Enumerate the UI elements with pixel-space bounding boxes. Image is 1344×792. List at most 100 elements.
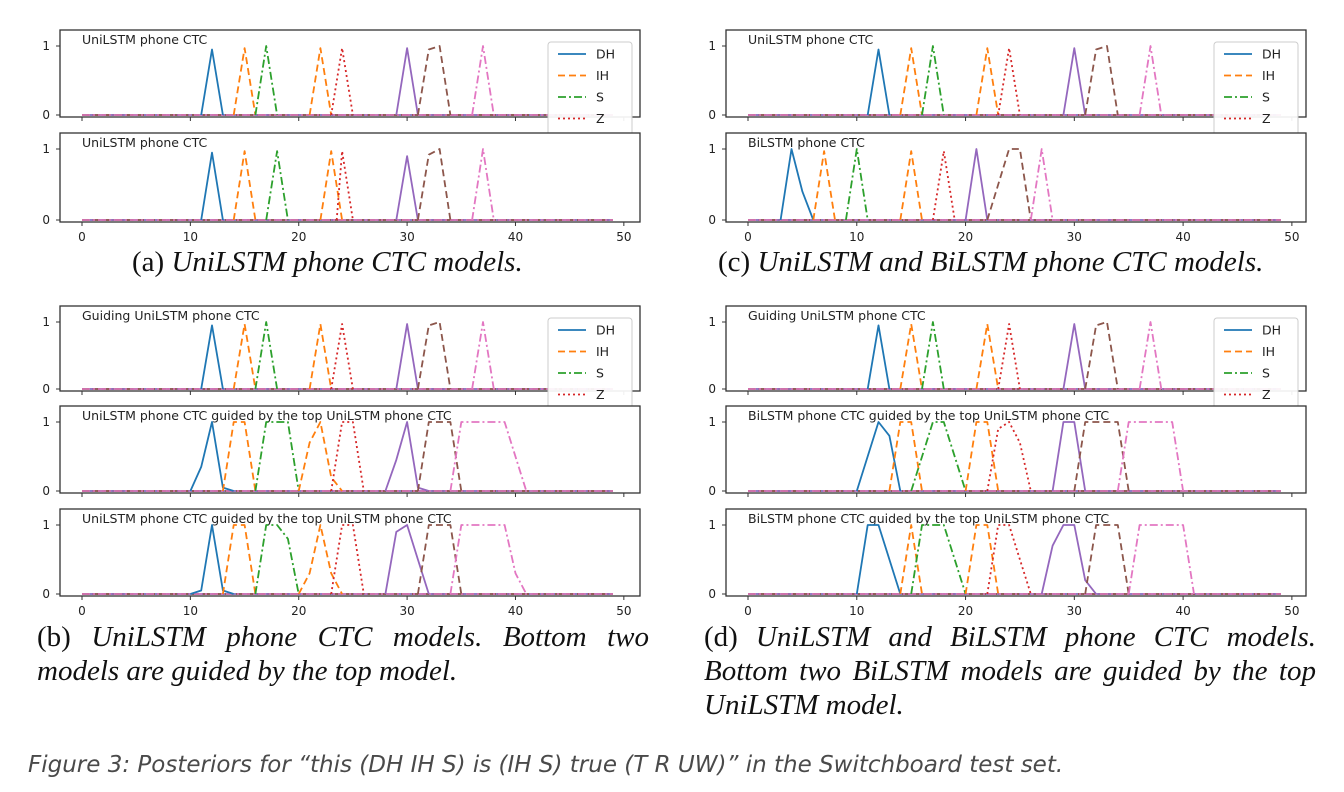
chart-title: Guiding UniLSTM phone CTC: [82, 308, 260, 323]
legend-label-z: Z: [596, 111, 605, 126]
series-line-s: [910, 421, 967, 492]
series-line-z: [330, 524, 365, 595]
chart-frame: [59, 305, 641, 392]
series-line-uw: [1127, 524, 1195, 595]
y-tick-label: 0: [42, 382, 50, 396]
legend-label-dh: DH: [1262, 47, 1281, 62]
subfigure-title-b: UniLSTM phone CTC models. Bottom two mod…: [37, 621, 649, 687]
y-tick-label: 0: [42, 213, 50, 227]
chart-title: BiLSTM phone CTC guided by the top UniLS…: [748, 511, 1109, 526]
x-tick-label: 50: [1284, 604, 1299, 618]
x-tick-label: 20: [958, 604, 973, 618]
chart-title: BiLSTM phone CTC guided by the top UniLS…: [748, 408, 1109, 423]
y-tick-label: 1: [42, 315, 50, 329]
y-tick-label: 1: [708, 415, 716, 429]
series-line-dh: [866, 48, 891, 116]
chart-title: UniLSTM phone CTC guided by the top UniL…: [82, 511, 452, 526]
series-line-dh: [189, 421, 234, 492]
x-tick-label: 0: [744, 604, 752, 618]
subfigure-label-c: (c): [718, 246, 751, 278]
subfigure-label-d: (d): [704, 621, 738, 653]
y-tick-label: 0: [708, 108, 716, 122]
legend-label-dh: DH: [1262, 323, 1281, 338]
series-line-s: [254, 421, 300, 492]
chart-panel-d-9: 0 1 BiLSTM phone CTC guided by the top Uni…: [708, 405, 1307, 498]
series-line-uw: [449, 524, 528, 595]
series-line-s: [265, 150, 289, 221]
series-line-r: [1084, 45, 1119, 116]
y-tick-label: 0: [708, 213, 716, 227]
series-line-ih: [888, 421, 923, 492]
chart-title: BiLSTM phone CTC: [748, 135, 865, 150]
series-line-t: [1062, 323, 1087, 390]
x-tick-label: 30: [1067, 604, 1082, 618]
x-tick-label: 40: [1175, 230, 1190, 244]
series-line-z: [932, 150, 956, 221]
series-line-uw: [471, 45, 495, 116]
subfigure-title-d: UniLSTM and BiLSTM phone CTC models. Bot…: [704, 621, 1316, 721]
x-tick-label: 0: [78, 230, 86, 244]
x-tick-label: 40: [1175, 604, 1190, 618]
x-tick-label: 40: [508, 230, 523, 244]
figure-caption: Figure 3: Posteriors for “this (DH IH S)…: [28, 752, 1064, 778]
x-tick-label: 20: [291, 230, 306, 244]
chart-title: UniLSTM phone CTC guided by the top UniL…: [82, 408, 452, 423]
series-line-uw: [449, 421, 528, 492]
y-tick-label: 0: [708, 484, 716, 498]
legend-label-z: Z: [1262, 387, 1271, 402]
series-line-t: [395, 47, 419, 116]
series-line-uw: [471, 148, 495, 221]
series-line-ih: [964, 421, 1000, 492]
subfigure-label-b: (b): [37, 621, 71, 653]
series-line-z: [986, 524, 1032, 595]
subfigure-label-a: (a): [132, 246, 165, 278]
series-line-ih: [232, 47, 257, 116]
y-tick-label: 1: [708, 39, 716, 53]
subfigure-caption-b: (b) UniLSTM phone CTC models. Bottom two…: [37, 620, 649, 688]
y-tick-label: 0: [708, 382, 716, 396]
subfigure-caption-d: (d) UniLSTM and BiLSTM phone CTC models.…: [704, 620, 1316, 722]
y-tick-label: 0: [708, 587, 716, 601]
x-tick-label: 40: [508, 604, 523, 618]
chart-frame: [725, 305, 1307, 392]
legend-label-s: S: [596, 366, 604, 381]
series-line-r: [417, 321, 452, 390]
legend-label-s: S: [1262, 90, 1270, 105]
series-line-ih: [899, 47, 923, 116]
chart-frame: [725, 508, 1307, 597]
x-tick-label: 20: [291, 604, 306, 618]
chart-title: UniLSTM phone CTC: [748, 32, 874, 47]
series-line-uw: [1138, 45, 1163, 116]
subfigure-title-a: UniLSTM phone CTC models.: [171, 246, 523, 278]
series-line-uw: [1029, 148, 1054, 221]
legend-label-ih: IH: [1262, 68, 1275, 83]
y-tick-label: 1: [708, 315, 716, 329]
x-tick-label: 50: [616, 604, 631, 618]
chart-frame: [725, 29, 1307, 118]
series-line-s: [254, 524, 300, 595]
series-line-z: [330, 421, 365, 492]
y-tick-label: 1: [42, 518, 50, 532]
chart-frame: [725, 405, 1307, 494]
legend-label-ih: IH: [1262, 344, 1275, 359]
chart-title: Guiding UniLSTM phone CTC: [748, 308, 926, 323]
legend-label-dh: DH: [596, 323, 615, 338]
chart-frame: [725, 132, 1307, 223]
y-tick-label: 1: [42, 142, 50, 156]
series-line-ih: [297, 421, 343, 492]
series-line-t: [384, 421, 430, 492]
series-line-r: [417, 45, 452, 116]
chart-frame: [59, 29, 641, 118]
series-line-ih: [232, 150, 257, 221]
series-line-s: [845, 148, 869, 221]
series-line-t: [1062, 47, 1087, 116]
y-tick-label: 0: [42, 587, 50, 601]
series-line-s: [921, 45, 945, 116]
legend-label-dh: DH: [596, 47, 615, 62]
x-tick-label: 0: [78, 604, 86, 618]
